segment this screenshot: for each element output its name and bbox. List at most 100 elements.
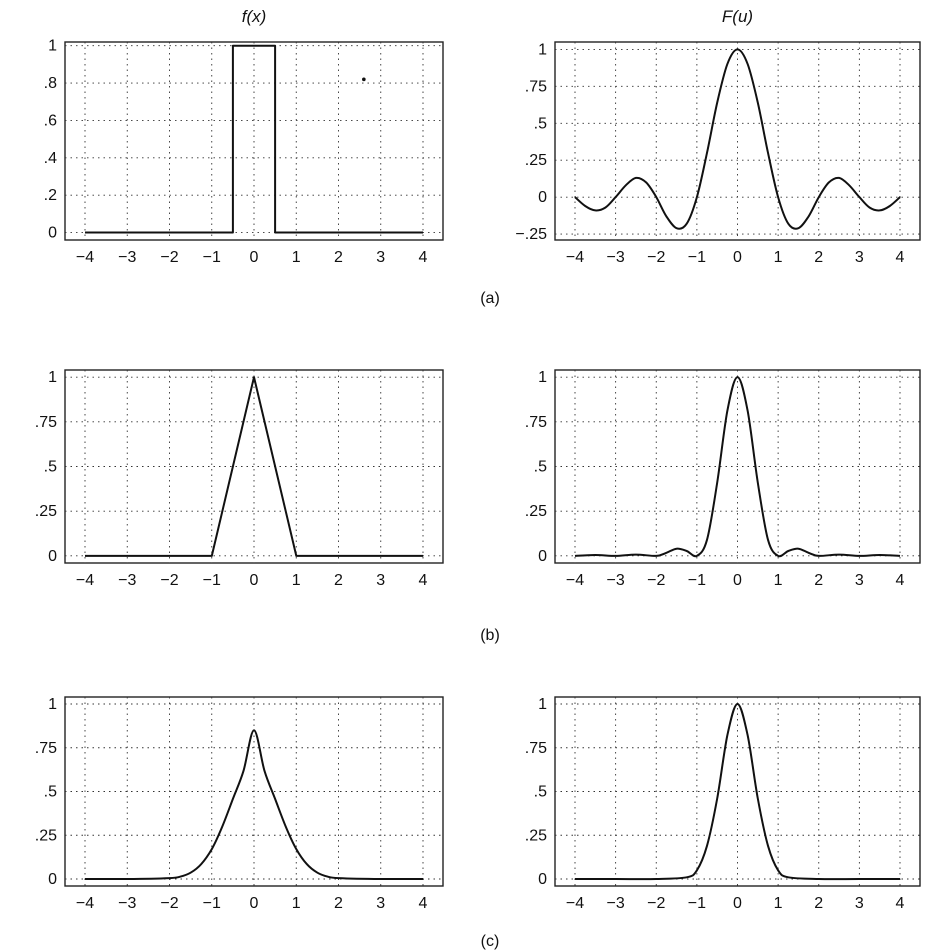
x-tick-label: 1 (774, 572, 783, 589)
x-tick-label: 0 (733, 895, 742, 912)
x-tick-label: −4 (566, 249, 584, 266)
x-tick-label: −1 (203, 895, 221, 912)
y-tick-label: 1 (538, 369, 547, 386)
x-tick-label: 1 (774, 249, 783, 266)
x-tick-label: −1 (688, 572, 706, 589)
y-tick-label: 0 (48, 225, 57, 242)
x-tick-label: −3 (118, 895, 136, 912)
chart-panel-b-left: −4 −3 −2 −1 0 1 2 3 4 0 .25 .5 .75 1 (35, 369, 444, 589)
x-tick-label: −1 (688, 249, 706, 266)
x-tick-label: −2 (160, 249, 178, 266)
y-tick-label: 0 (48, 871, 57, 888)
x-tick-label: 4 (419, 895, 428, 912)
x-tick-label: −3 (607, 895, 625, 912)
x-tick-label: 0 (250, 572, 259, 589)
x-tick-label: −2 (160, 572, 178, 589)
x-tick-label: 3 (376, 572, 385, 589)
x-tick-label: 2 (814, 249, 823, 266)
y-tick-label: .5 (534, 459, 547, 476)
y-tick-label: 0 (538, 871, 547, 888)
y-tick-label: .8 (44, 75, 57, 92)
series-line (575, 703, 900, 881)
y-tick-label: .6 (44, 112, 57, 129)
x-tick-label: −3 (607, 572, 625, 589)
x-tick-label: 2 (814, 572, 823, 589)
series-line (84, 729, 424, 881)
y-tick-label: 0 (538, 189, 547, 206)
x-tick-label: −4 (566, 895, 584, 912)
x-tick-label: 3 (376, 895, 385, 912)
y-tick-label: 0 (538, 548, 547, 565)
x-tick-label: −3 (118, 249, 136, 266)
x-tick-label: −1 (203, 572, 221, 589)
y-tick-label: .75 (525, 740, 547, 757)
y-tick-label: .25 (525, 152, 547, 169)
panel-title: f(x) (242, 7, 267, 26)
y-tick-label: .2 (44, 187, 57, 204)
y-tick-label: .25 (525, 827, 547, 844)
series-line (85, 44, 423, 234)
x-tick-label: 4 (896, 572, 905, 589)
chart-panel-a-left: −4 −3 −2 −1 0 1 2 3 4 0 .2 .4 .6 .8 1 f(x) (44, 7, 444, 266)
y-tick-label: −.25 (515, 226, 547, 243)
x-tick-label: −3 (118, 572, 136, 589)
x-tick-label: 1 (292, 249, 301, 266)
annotation-dot (362, 77, 366, 82)
series-line (574, 48, 901, 230)
chart-panel-c-left: −4 −3 −2 −1 0 1 2 3 4 0 .25 .5 .75 1 (35, 696, 444, 912)
x-tick-label: 2 (334, 895, 343, 912)
y-tick-label: 1 (538, 41, 547, 58)
y-tick-label: 1 (48, 696, 57, 713)
x-tick-label: 2 (814, 895, 823, 912)
y-tick-label: 1 (538, 696, 547, 713)
x-tick-label: 4 (896, 895, 905, 912)
y-tick-label: .75 (525, 414, 547, 431)
row-label-a: (a) (480, 290, 500, 307)
x-tick-label: 0 (250, 249, 259, 266)
x-tick-label: 1 (292, 895, 301, 912)
x-tick-label: 0 (733, 249, 742, 266)
x-tick-label: −4 (76, 249, 94, 266)
x-tick-label: 3 (855, 249, 864, 266)
x-tick-label: −4 (566, 572, 584, 589)
x-tick-label: 1 (292, 572, 301, 589)
series-line (85, 376, 423, 557)
chart-panel-b-right: −4 −3 −2 −1 0 1 2 3 4 0 .25 .5 .75 1 (525, 369, 921, 589)
y-tick-label: 0 (48, 548, 57, 565)
x-tick-label: 4 (419, 249, 428, 266)
y-tick-label: 1 (48, 369, 57, 386)
y-tick-label: .25 (35, 503, 57, 520)
x-tick-label: 2 (334, 572, 343, 589)
x-tick-label: 4 (419, 572, 428, 589)
y-tick-label: .75 (35, 740, 57, 757)
y-tick-label: 1 (48, 38, 57, 55)
y-tick-label: .5 (534, 115, 547, 132)
x-tick-label: 3 (855, 572, 864, 589)
panel-title: F(u) (722, 7, 753, 26)
x-tick-label: 3 (376, 249, 385, 266)
y-tick-label: .5 (534, 784, 547, 801)
x-tick-label: −1 (688, 895, 706, 912)
x-tick-label: 0 (250, 895, 259, 912)
x-tick-label: −4 (76, 572, 94, 589)
y-tick-label: .75 (525, 78, 547, 95)
x-tick-label: −2 (160, 895, 178, 912)
y-tick-label: .5 (44, 459, 57, 476)
y-tick-label: .25 (525, 503, 547, 520)
row-label-c: (c) (481, 933, 500, 950)
x-tick-label: 1 (774, 895, 783, 912)
x-tick-label: 2 (334, 249, 343, 266)
y-tick-label: .5 (44, 784, 57, 801)
x-tick-label: −2 (647, 895, 665, 912)
x-tick-label: 3 (855, 895, 864, 912)
row-label-b: (b) (480, 627, 500, 644)
x-tick-label: −2 (647, 572, 665, 589)
x-tick-label: −3 (607, 249, 625, 266)
y-tick-label: .25 (35, 827, 57, 844)
x-tick-label: 4 (896, 249, 905, 266)
y-tick-label: .4 (44, 150, 57, 167)
x-tick-label: −2 (647, 249, 665, 266)
chart-panel-c-right: −4 −3 −2 −1 0 1 2 3 4 0 .25 .5 .75 1 (525, 696, 921, 912)
x-tick-label: −4 (76, 895, 94, 912)
